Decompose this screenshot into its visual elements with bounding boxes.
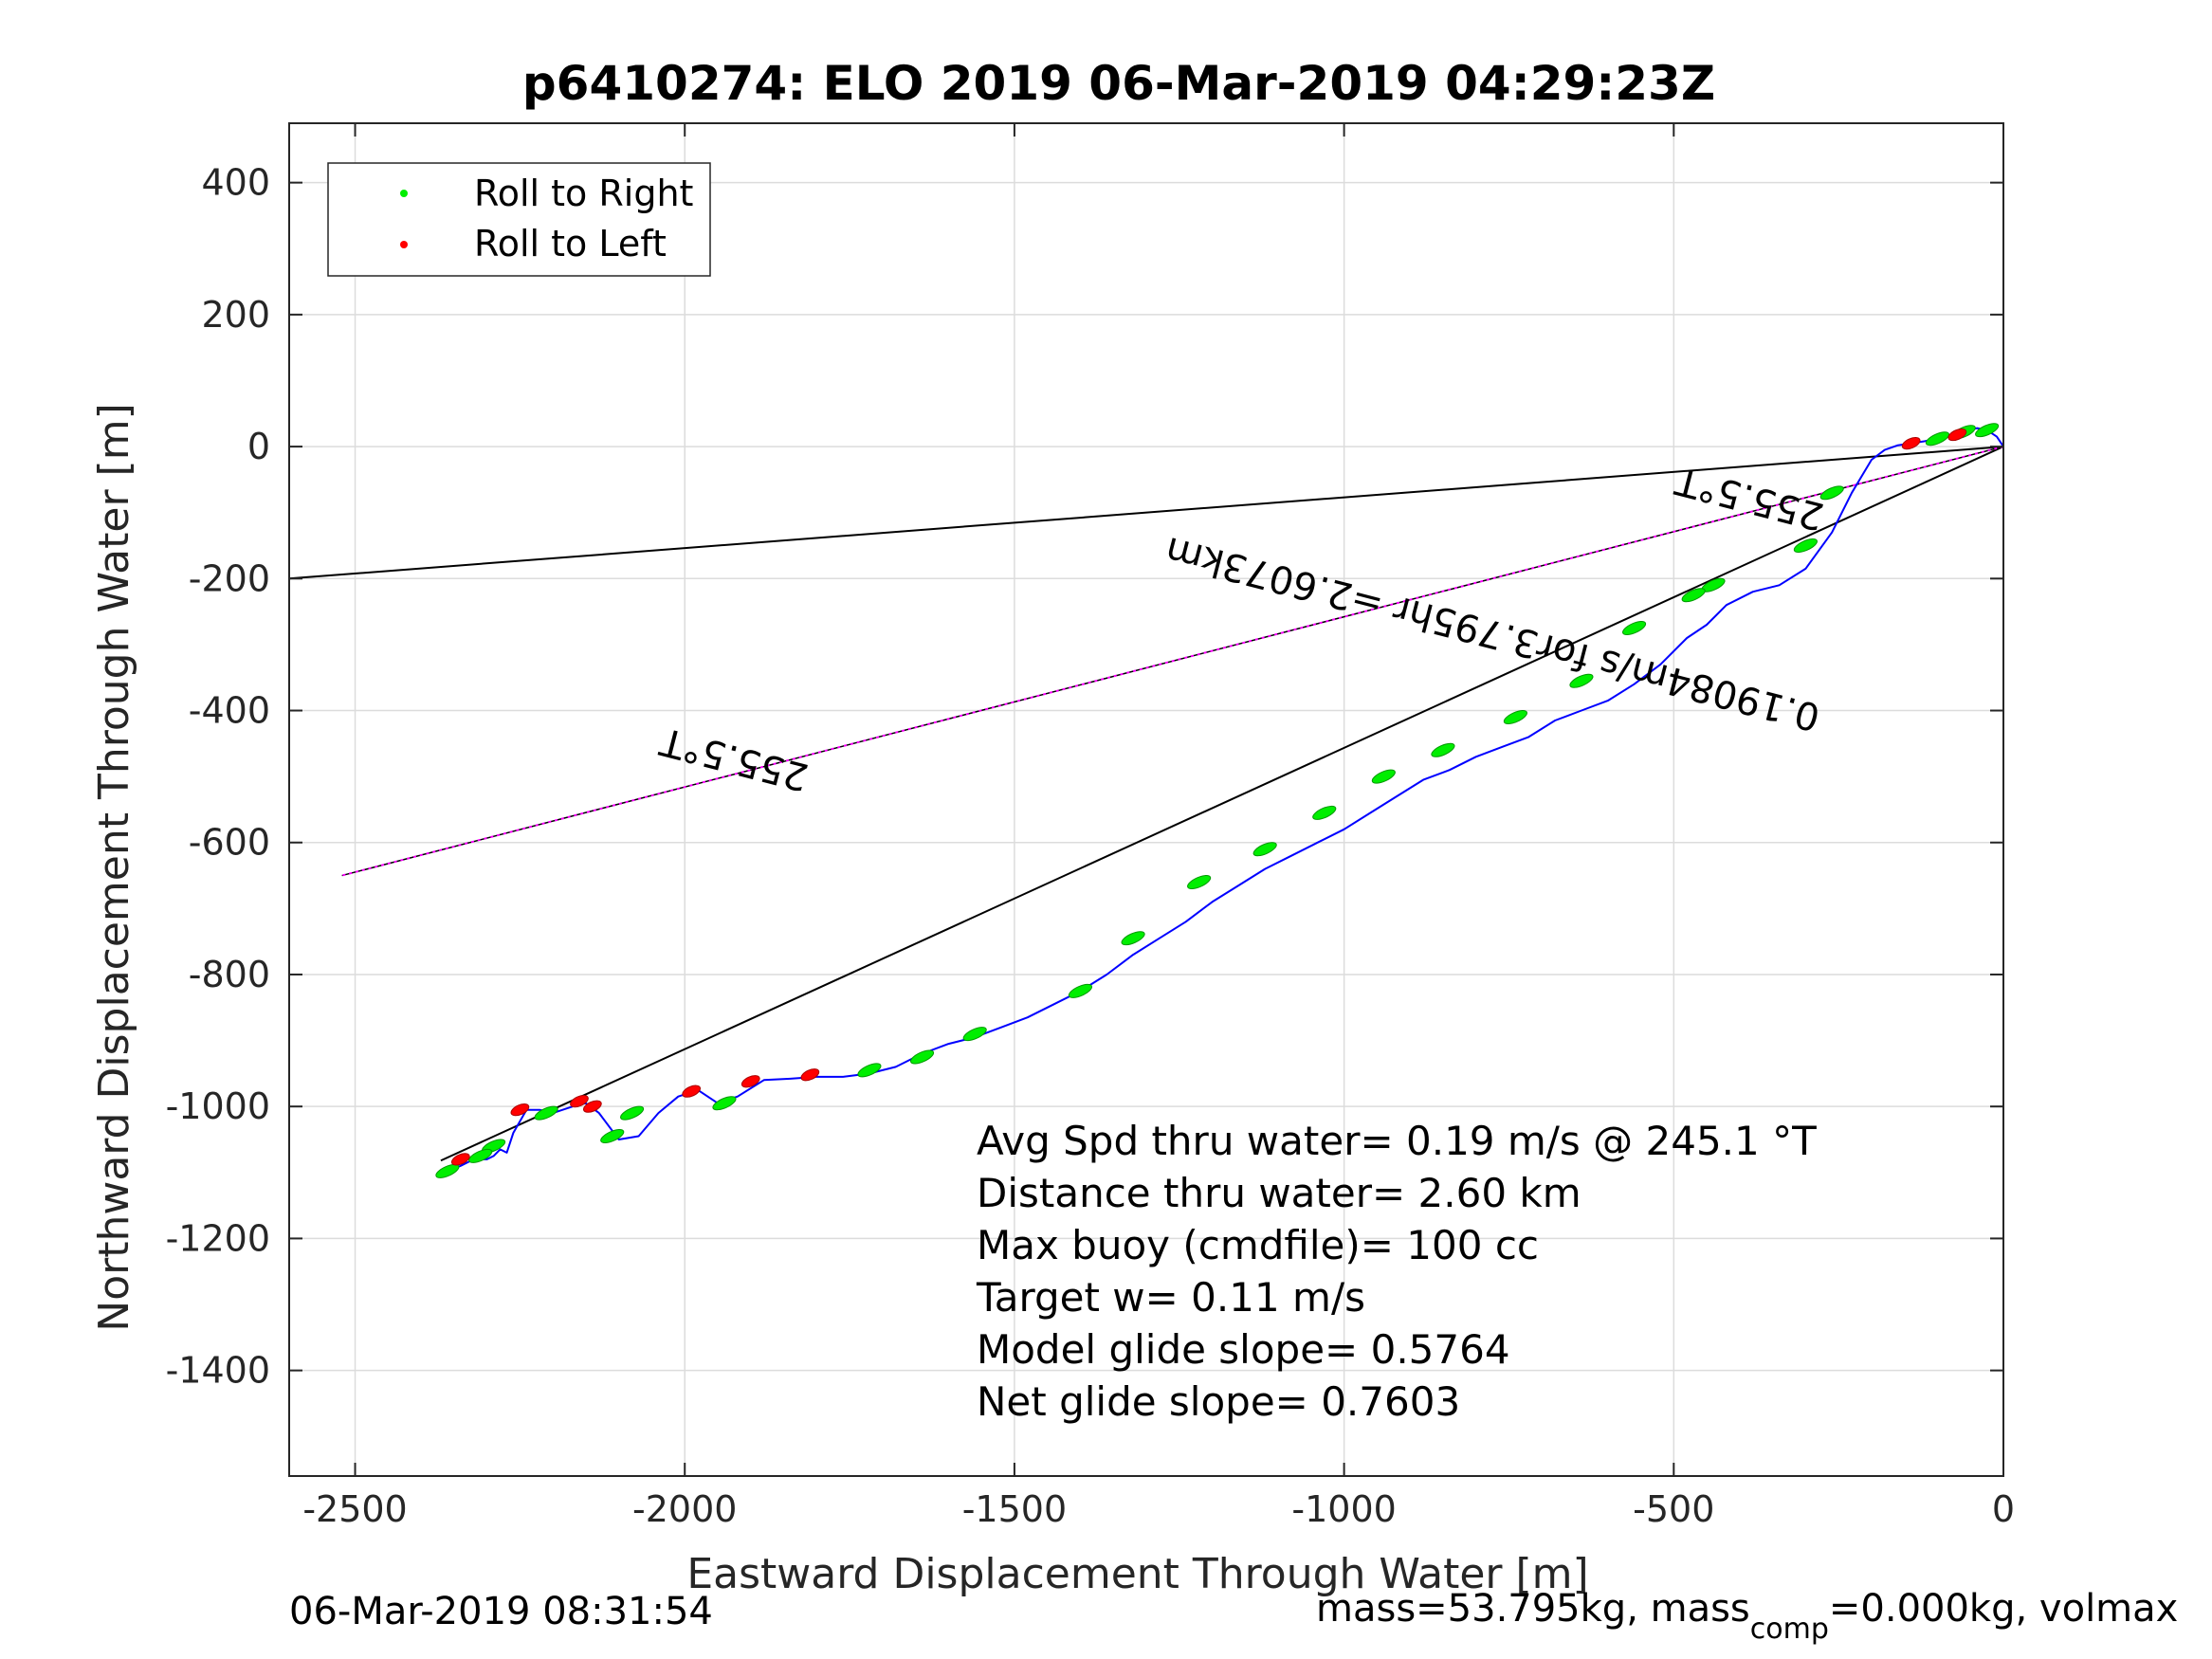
legend-box (327, 162, 711, 277)
reference-line (440, 446, 2003, 1162)
roll-left-marker (1901, 436, 1921, 450)
footer-timestamp: 06-Mar-2019 08:31:54 (289, 1590, 713, 1633)
reference-line (289, 446, 2003, 580)
legend-marker-roll-right (400, 190, 408, 197)
stat-line: Distance thru water= 2.60 km (977, 1170, 1581, 1216)
roll-right-marker (910, 1049, 935, 1065)
roll-left-marker (510, 1103, 530, 1117)
footer-mass-info: mass=53.795kg, masscomp=0.000kg, volmax (1316, 1587, 2178, 1646)
footer-mass-suffix: =0.000kg, volmax (1829, 1587, 2178, 1631)
y-tick-label: 400 (201, 162, 270, 204)
legend: Roll to Right Roll to Left (327, 162, 711, 277)
stat-line: Max buoy (cmdfile)= 100 cc (977, 1222, 1539, 1268)
y-axis-label: Northward Displacement Through Water [m] (90, 403, 138, 1331)
roll-right-marker (1569, 673, 1594, 688)
roll-right-marker (712, 1096, 737, 1111)
x-tick-label: -2500 (302, 1488, 407, 1530)
y-tick-label: -800 (189, 954, 270, 995)
footer-mass-sub: comp (1750, 1613, 1829, 1646)
y-tick-label: 200 (201, 294, 270, 336)
legend-label-roll-right: Roll to Right (474, 173, 693, 214)
roll-left-marker (740, 1075, 760, 1088)
stat-line: Model glide slope= 0.5764 (977, 1326, 1510, 1373)
roll-right-marker (1819, 485, 1844, 501)
roll-left-marker (800, 1068, 820, 1082)
roll-right-marker (435, 1163, 460, 1178)
y-tick-label: -1400 (166, 1350, 270, 1392)
roll-right-marker (1068, 983, 1093, 998)
stat-line: Avg Spd thru water= 0.19 m/s @ 245.1 °T (977, 1118, 1817, 1164)
legend-marker-roll-left (400, 241, 408, 248)
roll-right-marker (1503, 710, 1527, 724)
roll-right-marker (620, 1105, 645, 1121)
roll-left-marker (1947, 428, 1967, 442)
roll-left-marker (583, 1100, 602, 1113)
roll-right-marker (962, 1027, 987, 1042)
roll-right-marker (468, 1148, 493, 1163)
roll-markers (435, 423, 2000, 1178)
axis-ticks: -2500 -2000 -1500 -1000 -500 0 400 200 0 -200 -400… (166, 123, 2015, 1530)
roll-right-marker (534, 1105, 558, 1121)
x-tick-label: -500 (1633, 1488, 1714, 1530)
roll-right-marker (1431, 742, 1455, 757)
y-tick-label: -200 (189, 557, 270, 599)
roll-right-marker (1312, 805, 1337, 820)
y-tick-label: -600 (189, 822, 270, 864)
y-tick-label: -400 (189, 690, 270, 732)
heading-line (341, 446, 2003, 877)
plot-frame (288, 122, 2004, 1477)
roll-right-marker (1925, 431, 1950, 447)
roll-right-marker (1622, 621, 1647, 636)
roll-left-marker (570, 1095, 589, 1108)
roll-right-marker (1681, 588, 1706, 603)
footer-mass-prefix: mass=53.795kg, mass (1316, 1587, 1750, 1631)
stat-line: Target w= 0.11 m/s (976, 1274, 1365, 1321)
roll-right-marker (600, 1129, 625, 1143)
chart-title: p6410274: ELO 2019 06-Mar-2019 04:29:23Z (522, 56, 1715, 111)
roll-right-marker (1121, 931, 1145, 946)
y-tick-label: 0 (247, 426, 270, 467)
x-tick-label: -2000 (632, 1488, 737, 1530)
roll-right-marker (1187, 875, 1212, 889)
roll-right-marker (1252, 842, 1277, 857)
y-tick-label: -1200 (166, 1217, 270, 1259)
x-tick-label: -1000 (1291, 1488, 1396, 1530)
y-tick-label: -1000 (166, 1085, 270, 1127)
x-axis-label: Eastward Displacement Through Water [m] (686, 1550, 1588, 1598)
roll-left-marker (450, 1153, 470, 1166)
roll-left-marker (682, 1085, 702, 1098)
x-tick-label: -1500 (962, 1488, 1067, 1530)
roll-right-marker (1371, 769, 1396, 784)
legend-label-roll-left: Roll to Left (474, 223, 667, 264)
stats-box: Avg Spd thru water= 0.19 m/s @ 245.1 °T D… (976, 1118, 1817, 1425)
roll-right-marker (1975, 423, 2000, 438)
roll-right-marker (857, 1063, 882, 1078)
stat-line: Net glide slope= 0.7603 (977, 1378, 1460, 1425)
roll-right-marker (1793, 538, 1818, 553)
x-tick-label: 0 (1992, 1488, 2015, 1530)
